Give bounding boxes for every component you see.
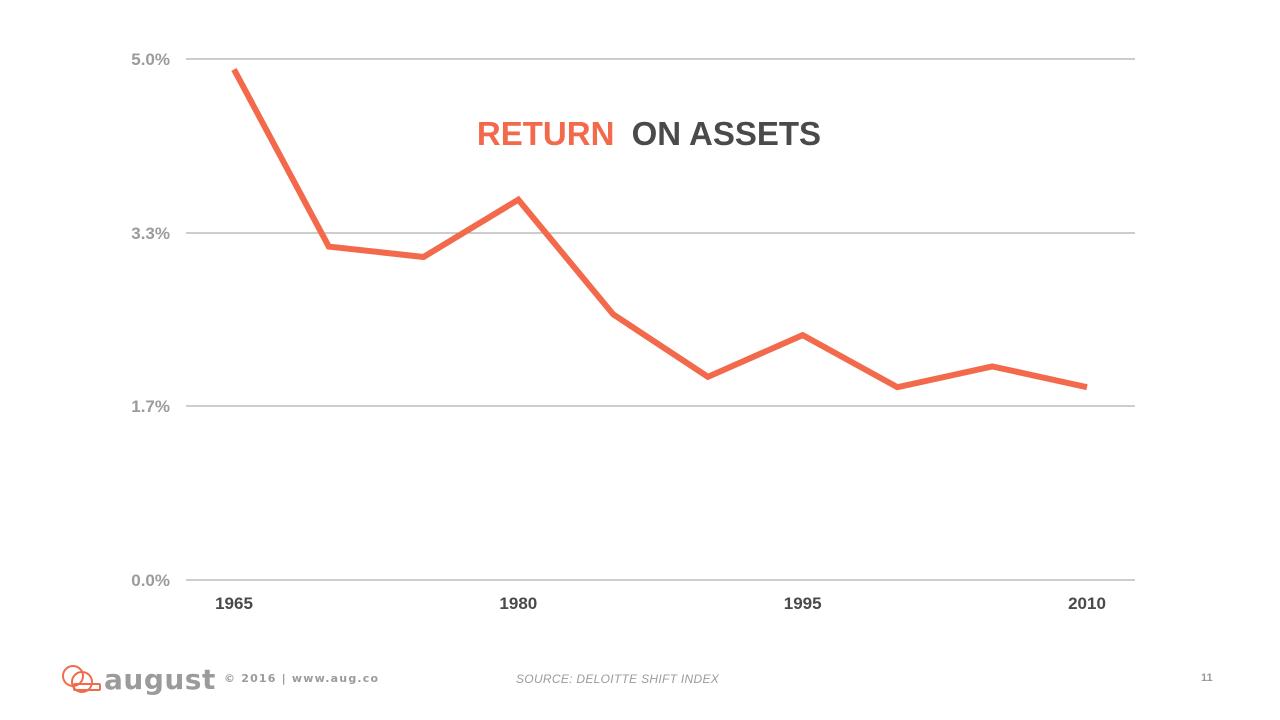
series-layer [231, 68, 1088, 391]
series-line [231, 68, 1088, 391]
line-chart: 5.0% 3.3% 1.7% 0.0% 1965 1980 1995 2010 RETURN… [131, 50, 1135, 613]
x-tick-label: 1995 [784, 594, 822, 613]
chart-title-highlight: RETURN [477, 115, 615, 152]
copyright-text: © 2016 | www.aug.co [224, 672, 380, 685]
source-text: SOURCE: DELOITTE SHIFT INDEX [516, 672, 720, 686]
y-tick-label: 1.7% [131, 397, 170, 416]
page-number: 11 [1201, 672, 1213, 684]
august-logo[interactable]: august [60, 662, 215, 698]
y-tick-label: 0.0% [131, 571, 170, 590]
grid-lines [186, 58, 1135, 581]
y-tick-label: 5.0% [131, 50, 170, 69]
x-tick-label: 1965 [215, 594, 253, 613]
chart-title-rest: ON ASSETS [632, 115, 821, 152]
x-axis-ticks: 1965 1980 1995 2010 [215, 594, 1106, 613]
august-logo-icon [62, 665, 101, 693]
y-axis-ticks: 5.0% 3.3% 1.7% 0.0% [131, 50, 170, 590]
x-tick-label: 2010 [1068, 594, 1106, 613]
x-tick-label: 1980 [499, 594, 537, 613]
y-tick-label: 3.3% [131, 224, 170, 243]
logo-text: august [104, 663, 216, 696]
footer: august © 2016 | www.aug.co SOURCE: DELOI… [0, 660, 1280, 700]
chart-title: RETURN ON ASSETS [477, 115, 821, 152]
